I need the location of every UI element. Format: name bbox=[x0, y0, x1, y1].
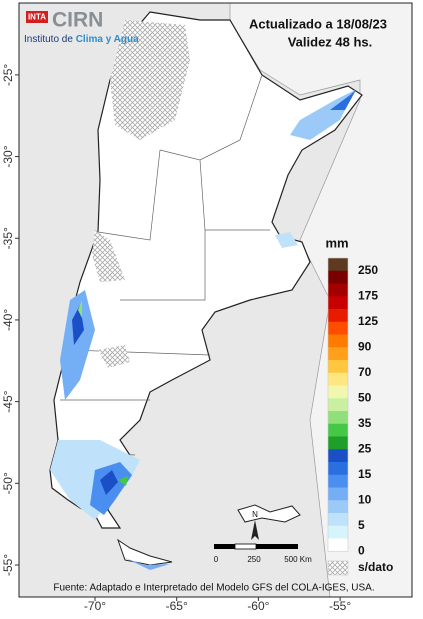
precipitation bbox=[50, 90, 356, 570]
map-body bbox=[19, 3, 412, 597]
x-tick-label: -60° bbox=[247, 599, 269, 613]
y-tick-label: -50° bbox=[1, 472, 15, 494]
legend-swatch bbox=[328, 462, 348, 476]
falklands bbox=[237, 504, 301, 523]
legend-swatch bbox=[328, 309, 348, 323]
y-tick-label: -35° bbox=[1, 227, 15, 249]
updated-date: Actualizado a 18/08/23 bbox=[249, 16, 387, 31]
legend-swatch bbox=[328, 258, 348, 272]
legend-swatch bbox=[328, 474, 348, 488]
logo-badge bbox=[26, 11, 48, 23]
legend-swatch bbox=[328, 347, 348, 361]
legend-label: 10 bbox=[358, 493, 372, 507]
legend-label: 15 bbox=[358, 467, 372, 481]
no-data bbox=[92, 20, 190, 368]
legend-label: 35 bbox=[358, 416, 372, 430]
legend-unit: mm bbox=[325, 235, 348, 250]
legend-swatch bbox=[328, 372, 348, 386]
legend-swatch bbox=[328, 500, 348, 514]
legend-nodata-swatch bbox=[327, 560, 349, 576]
legend-label: 90 bbox=[358, 340, 372, 354]
province-borders bbox=[54, 74, 270, 456]
legend-swatch bbox=[328, 411, 348, 425]
logo-text: CIRN bbox=[52, 9, 103, 32]
legend-label: 250 bbox=[358, 263, 378, 277]
legend-label: 175 bbox=[358, 289, 378, 303]
legend-swatch bbox=[328, 360, 348, 374]
legend-swatch bbox=[328, 423, 348, 437]
scale-bar bbox=[214, 520, 298, 550]
legend-frame bbox=[327, 257, 349, 552]
legend-swatch bbox=[328, 513, 348, 527]
legend-swatch bbox=[328, 283, 348, 297]
y-tick-label: -45° bbox=[1, 390, 15, 412]
scale-label: 250 bbox=[247, 555, 261, 564]
x-tick-label: -65° bbox=[166, 599, 188, 613]
legend-swatch bbox=[328, 487, 348, 501]
legend-swatch bbox=[328, 334, 348, 348]
scale-label: 500 Km bbox=[284, 555, 312, 564]
y-tick-label: -40° bbox=[1, 309, 15, 331]
source: Fuente: Adaptado e Interpretado del Mode… bbox=[53, 583, 374, 594]
institute: Instituto de Clima y Agua bbox=[24, 34, 139, 45]
y-tick-label: -25° bbox=[1, 64, 15, 86]
legend-swatch bbox=[328, 385, 348, 399]
legend-label: 70 bbox=[358, 365, 372, 379]
legend-label: 0 bbox=[358, 544, 365, 558]
legend-swatch bbox=[328, 436, 348, 450]
map-frame bbox=[18, 2, 413, 598]
legend-swatch bbox=[328, 538, 348, 552]
y-tick-label: -55° bbox=[1, 554, 15, 576]
institute-prefix: Instituto de bbox=[24, 34, 73, 45]
legend-label: 25 bbox=[358, 442, 372, 456]
legend-label: 50 bbox=[358, 391, 372, 405]
north-label: N bbox=[252, 510, 258, 519]
tierra-del-fuego bbox=[117, 538, 173, 566]
legend-label: 5 bbox=[358, 518, 365, 532]
institute-highlight: Clima y Agua bbox=[76, 34, 139, 45]
legend-label: 125 bbox=[358, 314, 378, 328]
legend-swatch bbox=[328, 296, 348, 310]
x-tick-label: -70° bbox=[84, 599, 106, 613]
validity: Validez 48 hs. bbox=[288, 34, 373, 49]
y-tick-label: -30° bbox=[1, 145, 15, 167]
x-tick-label: -55° bbox=[329, 599, 351, 613]
logo-badge-text: INTA bbox=[28, 13, 46, 22]
scale-label: 0 bbox=[214, 555, 219, 564]
legend-swatch bbox=[328, 449, 348, 463]
legend-swatch bbox=[328, 321, 348, 335]
legend-swatch bbox=[328, 270, 348, 284]
legend-swatch bbox=[328, 525, 348, 539]
legend-swatch bbox=[328, 398, 348, 412]
legend-nodata-label: s/dato bbox=[358, 560, 393, 574]
